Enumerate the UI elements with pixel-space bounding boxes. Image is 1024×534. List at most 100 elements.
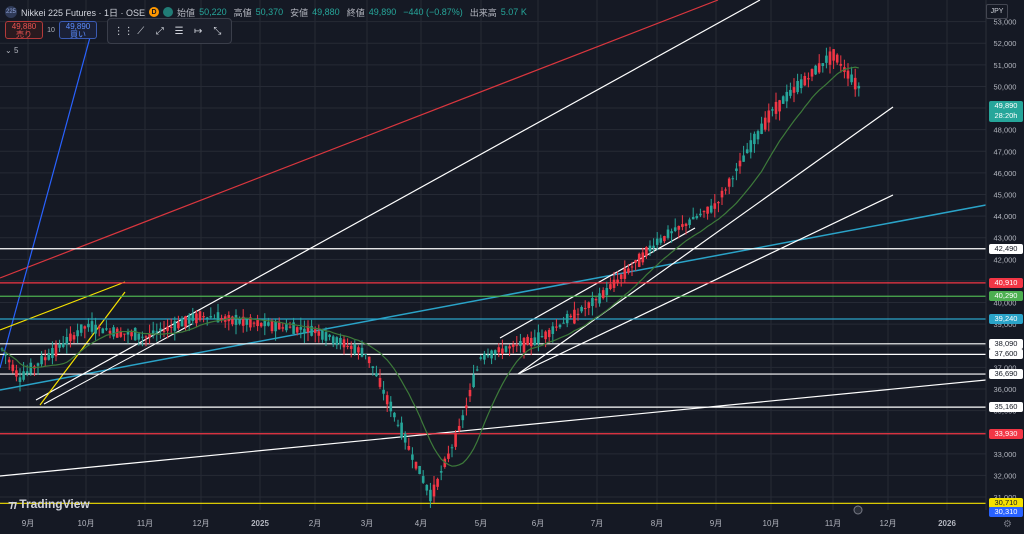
candle-body <box>702 211 706 213</box>
candle-body <box>681 224 684 227</box>
candle-body <box>580 306 583 312</box>
candle-body <box>821 63 825 67</box>
candle-body <box>115 328 119 338</box>
candle-body <box>169 326 173 328</box>
candle-body <box>396 424 400 426</box>
candle-body <box>414 461 418 469</box>
candle-body <box>173 321 177 331</box>
trend-line-blue <box>0 29 93 369</box>
event-marker-icon <box>853 505 863 515</box>
candle-body <box>760 123 763 134</box>
candle-body <box>310 325 313 336</box>
candle-body <box>357 347 360 353</box>
candle-body <box>324 332 328 341</box>
trend-line-tool-icon[interactable]: ⟋ <box>137 25 145 37</box>
candle-body <box>720 190 724 198</box>
candle-body <box>97 326 101 329</box>
candle-body <box>551 326 555 334</box>
candle-body <box>853 77 857 90</box>
sell-price: 49,880 <box>11 22 37 31</box>
candle-body <box>234 314 238 325</box>
candle-body <box>594 298 598 301</box>
indicator-toggle[interactable]: ⌄ 5 <box>5 46 18 55</box>
candle-body <box>454 433 457 447</box>
candle-body <box>515 344 519 346</box>
moving-average <box>1 66 859 467</box>
candle-body <box>144 336 148 338</box>
indicator-count: 5 <box>13 46 19 55</box>
candle-body <box>101 328 105 334</box>
extended-line-tool-icon[interactable]: ⤡ <box>213 25 222 37</box>
candle-body <box>155 331 159 333</box>
candle-body <box>630 266 634 268</box>
candle-body <box>483 353 486 360</box>
candle-body <box>429 489 432 502</box>
symbol-header: 225 Nikkei 225 Futures · 1日 · OSE D 始値 50… <box>5 4 530 20</box>
candle-body <box>130 332 133 337</box>
candle-body <box>490 350 493 359</box>
candle-body <box>425 484 429 491</box>
high-label: 高値 <box>233 7 252 18</box>
sell-button[interactable]: 49,880 売り <box>5 21 43 39</box>
candle-body <box>151 330 155 335</box>
candle-body <box>731 178 735 180</box>
candle-body <box>641 252 645 263</box>
symbol-title[interactable]: Nikkei 225 Futures · 1日 · OSE <box>21 7 146 18</box>
candle-body <box>306 325 310 333</box>
parallel-channel-tool-icon[interactable]: ☰ <box>174 25 184 37</box>
candle-body <box>677 226 681 230</box>
time-tick-label: 12月 <box>193 519 210 528</box>
candle-body <box>119 331 123 337</box>
order-quantity[interactable]: 10 <box>47 26 55 34</box>
price-tick-label: 43,000 <box>994 234 1017 243</box>
candle-body <box>558 324 562 328</box>
candle-body <box>281 327 285 329</box>
chevron-down-icon: ⌄ <box>5 46 12 55</box>
candle-body <box>371 366 375 368</box>
candle-body <box>735 168 738 172</box>
horizontal-ray-tool-icon[interactable]: ↦ <box>194 25 203 37</box>
currency-button[interactable]: JPY <box>986 4 1008 19</box>
ray-tool-icon[interactable]: ⤢ <box>155 25 164 37</box>
candle-body <box>544 331 547 340</box>
candle-body <box>850 74 853 83</box>
candles <box>0 46 861 508</box>
tradingview-logo: ⁊⁊ TradingView <box>8 497 90 511</box>
time-tick-label: 9月 <box>710 519 722 528</box>
price-tick-label: 42,000 <box>994 255 1017 264</box>
candle-body <box>191 313 195 321</box>
price-tick-label: 32,000 <box>994 471 1017 480</box>
last-price-badge: 49,890 28:20h <box>989 101 1023 122</box>
time-tick-label: 3月 <box>361 519 373 528</box>
candle-body <box>18 377 22 382</box>
level-price-badge: 40,910 <box>989 277 1023 288</box>
candle-body <box>69 333 72 342</box>
candle-body <box>105 328 108 330</box>
candle-body <box>796 80 799 93</box>
symbol-logo-icon: 225 <box>5 6 17 18</box>
candle-body <box>393 412 396 418</box>
candle-body <box>634 260 637 263</box>
candle-body <box>385 395 389 405</box>
candle-body <box>709 205 713 213</box>
candle-body <box>562 322 565 324</box>
candle-body <box>591 298 594 307</box>
candle-body <box>389 401 393 412</box>
buy-button[interactable]: 49,890 買い <box>59 21 97 39</box>
candle-body <box>565 313 569 324</box>
candle-body <box>699 213 702 216</box>
candle-body <box>331 336 335 344</box>
candle-body <box>695 216 699 219</box>
low-value: 49,880 <box>312 7 340 17</box>
gear-icon[interactable]: ⚙ <box>1003 519 1012 530</box>
time-tick-label: 11月 <box>137 519 153 528</box>
drag-handle-icon[interactable]: ⋮⋮ <box>113 25 134 37</box>
candle-body <box>292 322 295 334</box>
candle-body <box>810 69 814 77</box>
price-tick-label: 44,000 <box>994 212 1017 221</box>
candle-body <box>648 245 652 252</box>
candle-body <box>609 284 612 289</box>
candle-body <box>61 343 65 347</box>
candle-body <box>486 355 490 357</box>
